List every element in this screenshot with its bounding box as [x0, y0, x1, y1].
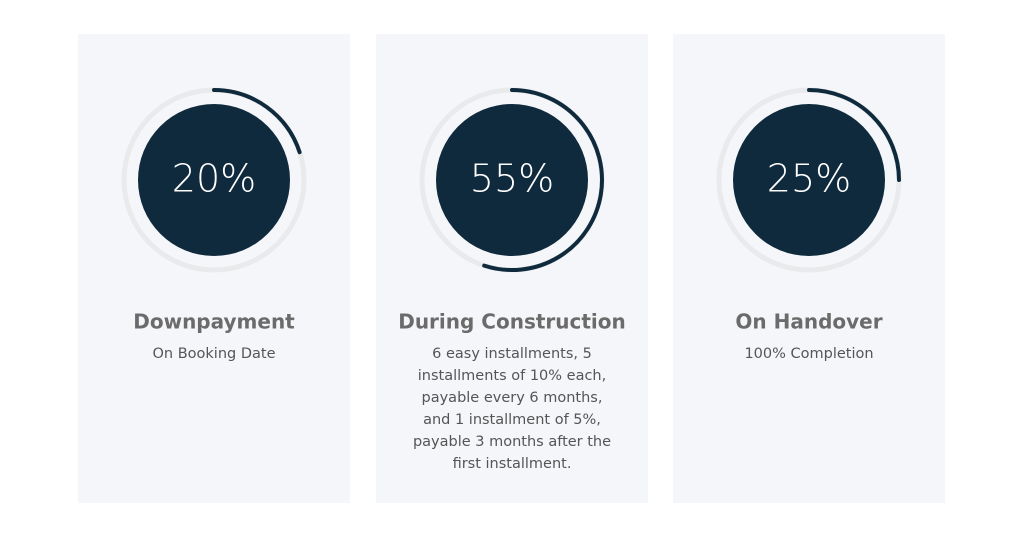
card: 20% Downpayment On Booking Date [78, 34, 350, 503]
card-text: payable 3 months after the [413, 434, 611, 450]
percent-label: 20% [172, 157, 256, 201]
ring-arc [212, 88, 302, 155]
card-text: 6 easy installments, 5 [432, 346, 592, 362]
card-text: 100% Completion [744, 346, 873, 362]
card-text: and 1 installment of 5%, [423, 412, 601, 428]
ring-arc [807, 88, 901, 182]
card-text: On Booking Date [153, 346, 276, 362]
card: 25% On Handover 100% Completion [673, 34, 945, 503]
ring-center [436, 104, 588, 256]
ring-center [733, 104, 885, 256]
percent-label: 55% [470, 157, 554, 201]
ring-center [138, 104, 290, 256]
card-text: installments of 10% each, [418, 368, 607, 384]
card-text: payable every 6 months, [422, 390, 603, 406]
card-title: During Construction [398, 310, 626, 334]
card-title: Downpayment [133, 310, 295, 334]
card: 55% During Construction 6 easy installment… [376, 34, 648, 503]
ring-arc [482, 88, 604, 272]
card-text: first installment. [453, 456, 572, 472]
card-title: On Handover [735, 310, 882, 334]
percent-label: 25% [767, 157, 851, 201]
